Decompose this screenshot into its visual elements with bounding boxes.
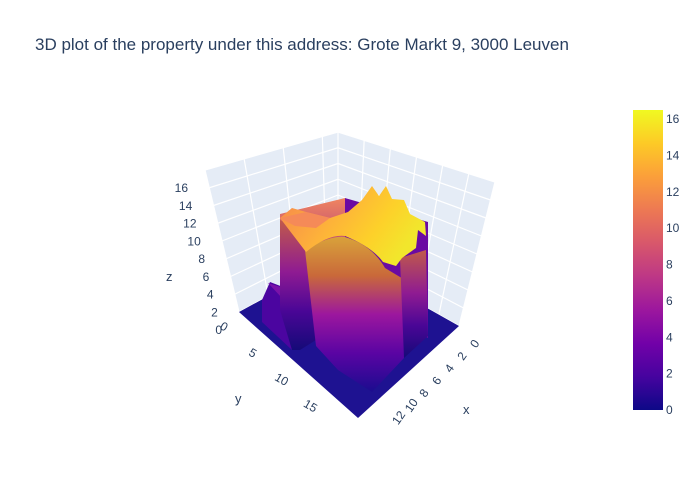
z-gridline — [217, 178, 339, 224]
colorbar-tick-label: 4 — [666, 330, 673, 344]
x-tick-label: 8 — [416, 386, 431, 400]
x-axis-title: x — [463, 402, 470, 417]
building-front-wall — [305, 236, 405, 392]
colorbar-tick-label: 6 — [666, 294, 673, 308]
x-tick-label: 2 — [454, 349, 469, 363]
z-tick-label: 4 — [207, 288, 214, 302]
colorbar-tick-label: 12 — [666, 185, 680, 199]
x-tick-label: 4 — [442, 361, 457, 375]
chart-title: 3D plot of the property under this addre… — [35, 35, 569, 54]
x-tick-label: 10 — [402, 396, 421, 415]
z-tick-label: 12 — [183, 217, 197, 231]
z-tick-label: 10 — [187, 234, 201, 248]
z-tick-label: 0 — [215, 323, 222, 337]
colorbar-tick-label: 14 — [666, 148, 680, 162]
z-tick-label: 6 — [203, 270, 210, 284]
colorbar-ticks: 0 2 4 6 8 10 12 14 16 — [666, 112, 680, 417]
z-tick-label: 16 — [175, 181, 189, 195]
colorbar-tick-label: 2 — [666, 367, 673, 381]
x-gridline — [438, 173, 470, 315]
colorbar — [633, 110, 663, 410]
building-roof-edge — [280, 212, 330, 228]
colorbar-tick-label: 10 — [666, 221, 680, 235]
colorbar-tick-label: 16 — [666, 112, 680, 126]
y-gridline — [204, 169, 240, 313]
z-tick-label: 8 — [198, 252, 205, 266]
z-gridline — [204, 131, 339, 171]
y-tick-label: 10 — [272, 370, 291, 389]
building-roof — [280, 186, 426, 266]
colorbar-tick-label: 0 — [666, 403, 673, 417]
z-axis-ticks: 0 2 4 6 8 10 12 14 16 — [175, 181, 223, 337]
z-tick-label: 2 — [211, 305, 218, 319]
y-axis-title: y — [235, 391, 242, 406]
z-gridline — [209, 147, 339, 189]
x-tick-label: 0 — [467, 337, 482, 351]
y-gridline — [243, 158, 269, 297]
z-gridline — [213, 162, 339, 207]
y-tick-label: 15 — [301, 397, 320, 416]
x-tick-label: 12 — [389, 408, 408, 427]
building-right-wall — [400, 250, 428, 358]
colorbar-tick-label: 8 — [666, 258, 673, 272]
z-axis-title: z — [166, 269, 173, 284]
x-tick-label: 6 — [429, 374, 444, 388]
x-gridline — [458, 181, 496, 327]
y-tick-label: 5 — [246, 345, 259, 361]
building-surface — [262, 186, 428, 392]
z-tick-label: 14 — [179, 199, 193, 213]
